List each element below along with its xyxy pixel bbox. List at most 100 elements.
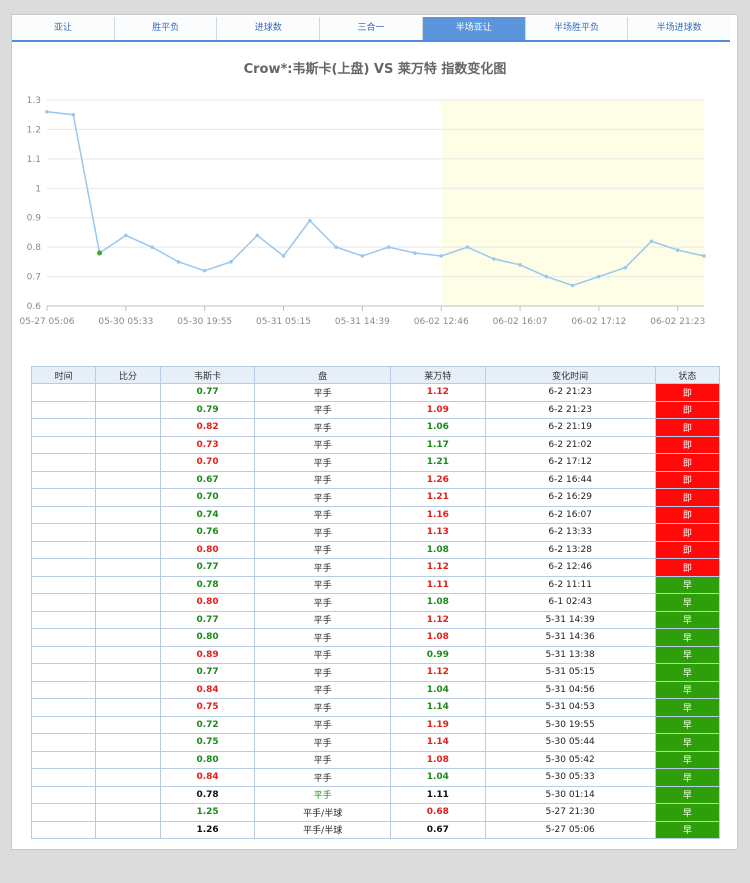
cell-changed: 6-2 21:23	[484, 383, 656, 402]
data-point	[308, 218, 312, 223]
table-row: 0.80 平手 1.08 5-30 05:42 早	[30, 750, 721, 769]
cell-home: 0.75	[159, 698, 256, 717]
highlight-band	[441, 100, 704, 306]
cell-changed: 6-2 16:44	[484, 470, 656, 489]
table-row: 0.77 平手 1.12 6-2 21:23 即	[30, 383, 721, 402]
tab-3[interactable]: 进球数	[217, 17, 321, 40]
cell-status: 即	[654, 523, 721, 542]
x-tick-label: 06-02 16:07	[493, 317, 548, 327]
cell-line: 平手	[254, 453, 391, 472]
cell-score	[95, 418, 161, 437]
cell-status: 早	[654, 663, 721, 682]
tab-5[interactable]: 半场亚让	[422, 17, 526, 40]
cell-changed: 5-30 05:44	[484, 733, 656, 752]
cell-line: 平手	[254, 663, 391, 682]
cell-time	[30, 698, 97, 717]
cell-home: 0.70	[159, 453, 256, 472]
cell-line: 平手	[254, 645, 391, 664]
cell-away: 1.09	[389, 400, 486, 419]
cell-time	[30, 593, 97, 612]
cell-time	[30, 505, 97, 524]
cell-changed: 5-31 04:53	[484, 698, 656, 717]
table-row: 0.78 平手 1.11 6-2 11:11 早	[30, 575, 721, 594]
cell-away: 1.17	[389, 435, 486, 454]
cell-line: 平手	[254, 610, 391, 629]
cell-time	[30, 540, 97, 559]
cell-changed: 6-2 12:46	[484, 558, 656, 577]
tab-6[interactable]: 半场胜平负	[525, 17, 629, 40]
cell-status: 早	[654, 593, 721, 612]
cell-score	[95, 645, 161, 664]
cell-time	[30, 558, 97, 577]
cell-time	[30, 820, 97, 839]
cell-away: 1.11	[389, 575, 486, 594]
cell-changed: 6-2 16:07	[484, 505, 656, 524]
column-header: 盘	[254, 366, 391, 384]
cell-away: 1.21	[389, 453, 486, 472]
cell-score	[95, 523, 161, 542]
table-row: 0.72 平手 1.19 5-30 19:55 早	[30, 715, 721, 734]
cell-time	[30, 470, 97, 489]
cell-score	[95, 715, 161, 734]
cell-line: 平手	[254, 750, 391, 769]
data-point	[570, 283, 575, 288]
tab-4[interactable]: 三合一	[320, 17, 423, 40]
cell-changed: 6-2 13:28	[484, 540, 656, 559]
cell-score	[95, 733, 161, 752]
y-tick-label: 1.2	[27, 125, 41, 135]
tab-1[interactable]: 亚让	[12, 17, 115, 40]
cell-score	[95, 803, 161, 822]
data-point	[97, 250, 103, 256]
data-point	[202, 268, 207, 273]
cell-score	[95, 680, 161, 699]
cell-score	[95, 400, 161, 419]
cell-line: 平手	[254, 733, 391, 752]
tab-2[interactable]: 胜平负	[114, 17, 218, 40]
x-tick-label: 05-30 19:55	[177, 317, 232, 327]
cell-time	[30, 768, 97, 787]
cell-home: 0.80	[159, 750, 256, 769]
table-row: 0.80 平手 1.08 5-31 14:36 早	[30, 628, 721, 647]
cell-line: 平手	[254, 470, 391, 489]
cell-home: 0.77	[159, 383, 256, 402]
cell-home: 0.80	[159, 540, 256, 559]
data-point	[229, 260, 233, 264]
tab-7[interactable]: 半场进球数	[628, 17, 731, 40]
data-point	[150, 245, 154, 249]
cell-away: 1.11	[389, 785, 486, 804]
data-point	[623, 265, 627, 270]
data-point	[176, 260, 181, 264]
column-header: 变化时间	[484, 366, 656, 384]
chart-title: Crow*:韦斯卡(上盘) VS 莱万特 指数变化图	[244, 61, 507, 77]
cell-status: 早	[654, 680, 721, 699]
cell-status: 早	[654, 750, 721, 769]
table-row: 0.82 平手 1.06 6-2 21:19 即	[30, 418, 721, 437]
column-header: 时间	[30, 366, 97, 384]
data-point	[255, 233, 260, 238]
cell-score	[95, 470, 161, 489]
cell-changed: 5-30 19:55	[484, 715, 656, 734]
data-point	[124, 233, 128, 238]
data-point	[45, 109, 49, 114]
odds-table: 时间 比分 韦斯卡盘莱万特 变化时间 状态 0.77 平手 1.12 6-2 21:23 即 0.…	[30, 366, 721, 839]
table-row: 0.76 平手 1.13 6-2 13:33 即	[30, 523, 721, 542]
cell-line: 平手	[254, 575, 391, 594]
cell-line: 平手	[254, 540, 391, 559]
cell-time	[30, 383, 97, 402]
x-tick-label: 05-31 14:39	[335, 317, 390, 327]
table-row: 0.84 平手 1.04 5-30 05:33 早	[30, 768, 721, 787]
cell-time	[30, 663, 97, 682]
cell-status: 即	[654, 435, 721, 454]
cell-line: 平手/半球	[254, 803, 391, 822]
cell-changed: 6-2 16:29	[484, 488, 656, 507]
data-point	[544, 274, 549, 279]
cell-home: 0.70	[159, 488, 256, 507]
table-row: 0.67 平手 1.26 6-2 16:44 即	[30, 470, 721, 489]
cell-status: 早	[654, 645, 721, 664]
market-tabs: 亚让 胜平负 进球数 三合一 半场亚让 半场胜平负 半场进球数	[12, 17, 731, 42]
y-tick-label: 0.7	[27, 273, 41, 283]
cell-changed: 5-31 04:56	[484, 680, 656, 699]
x-tick-label: 05-27 05:06	[20, 317, 75, 327]
table-row: 0.70 平手 1.21 6-2 17:12 即	[30, 453, 721, 472]
cell-home: 0.80	[159, 593, 256, 612]
